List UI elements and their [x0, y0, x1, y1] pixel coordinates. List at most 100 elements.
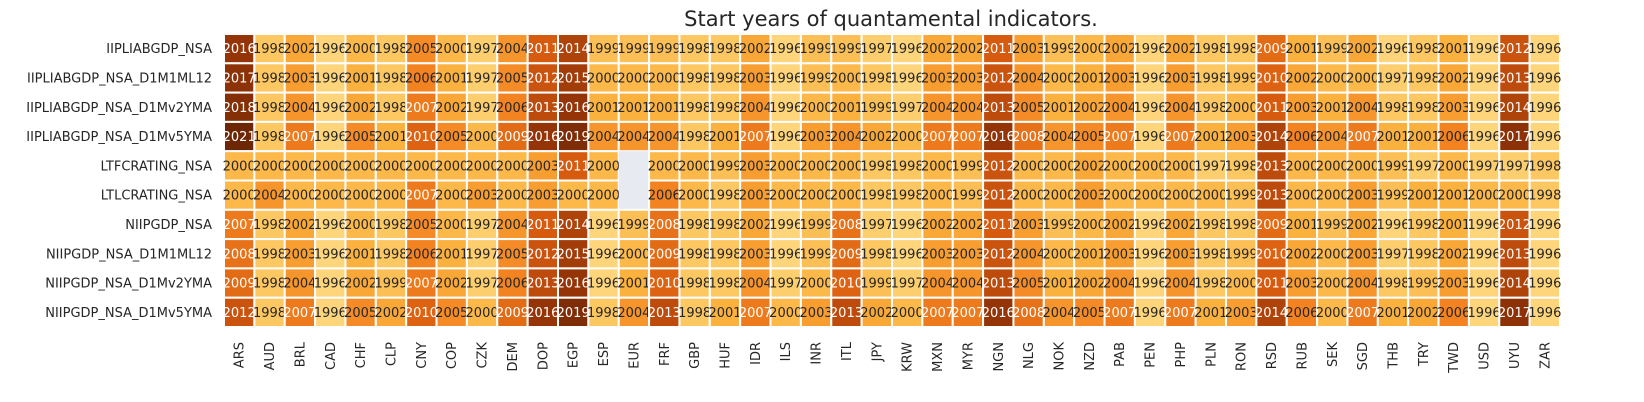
heatmap-cell [1467, 179, 1501, 211]
cell-value-label: 2000 [1316, 159, 1349, 174]
cell-value-label: 2004 [617, 306, 650, 321]
heatmap-cell [465, 296, 499, 329]
cell-value-label: 2000 [648, 159, 681, 174]
heatmap-cell [1225, 91, 1258, 123]
cell-value-label: 1999 [1225, 189, 1258, 204]
heatmap-cell [860, 296, 893, 329]
cell-value-label: 1996 [314, 71, 347, 86]
column-label: NZD [1083, 342, 1098, 371]
cell-value-label: 2000 [223, 189, 256, 204]
row-label: IIPLIABGDP_NSA_D1Mv5YMA [26, 130, 212, 145]
cell-value-label: 2004 [1316, 130, 1349, 145]
cell-value-label: 2015 [557, 247, 590, 262]
cell-value-label: 2009 [496, 130, 529, 145]
cell-value-label: 2003 [739, 189, 772, 204]
cell-value-label: 2019 [557, 130, 590, 145]
cell-value-label: 2006 [496, 101, 529, 116]
cell-value-label: 2002 [951, 42, 984, 57]
heatmap-cell [860, 238, 893, 270]
cell-value-label: 2001 [435, 247, 468, 262]
heatmap-cell [1346, 238, 1379, 270]
cell-value-label: 2000 [435, 189, 468, 204]
cell-value-label: 1998 [374, 247, 407, 262]
heatmap-cell [1194, 62, 1227, 94]
column-label: CLP [385, 342, 400, 366]
heatmap-cell [1498, 150, 1531, 182]
heatmap-cell [314, 267, 347, 299]
cell-value-label: 2012 [526, 71, 559, 86]
cell-value-label: 2000 [374, 159, 407, 174]
cell-value-label: 1998 [678, 247, 711, 262]
heatmap-cell [1103, 238, 1136, 270]
cell-value-label: 2004 [283, 277, 316, 292]
cell-value-label: 2003 [526, 159, 559, 174]
cell-value-label: 2000 [466, 159, 499, 174]
cell-value-label: 1996 [1528, 42, 1561, 57]
cell-value-label: 1998 [708, 247, 741, 262]
cell-value-label: 1999 [1225, 247, 1258, 262]
cell-value-label: 2006 [405, 247, 438, 262]
cell-value-label: 2016 [526, 306, 559, 321]
cell-value-label: 2003 [921, 71, 954, 86]
cell-value-label: 1998 [708, 277, 741, 292]
cell-value-label: 2003 [1437, 277, 1470, 292]
heatmap-cell [1528, 120, 1561, 153]
heatmap-cell [860, 62, 893, 94]
cell-value-label: 2001 [1285, 218, 1318, 233]
heatmap-cells: 2016199820021996200019982005200019972004… [223, 33, 1561, 329]
heatmap-cell [253, 238, 286, 270]
cell-value-label: 1996 [314, 247, 347, 262]
cell-value-label: 2010 [648, 277, 681, 292]
cell-value-label: 2002 [921, 218, 954, 233]
column-label: TWD [1447, 342, 1462, 374]
cell-value-label: 2001 [1376, 306, 1409, 321]
cell-value-label: 2017 [223, 71, 256, 86]
cell-value-label: 2021 [223, 130, 256, 145]
row-label: IIPLIABGDP_NSA [106, 42, 212, 57]
column-label: DEM [506, 342, 521, 371]
cell-value-label: 1996 [1134, 277, 1167, 292]
cell-value-label: 2003 [1225, 306, 1258, 321]
cell-value-label: 2016 [526, 130, 559, 145]
cell-value-label: 2003 [1164, 247, 1197, 262]
cell-value-label: 1999 [1316, 42, 1349, 57]
cell-value-label: 2006 [1285, 130, 1318, 145]
heatmap-cell [1194, 296, 1227, 329]
column-labels: ARS AUD BRL CAD CHF CLP CNY COP CZK DEM DOP EGP ESP E… [233, 341, 1554, 374]
heatmap-cell [1012, 33, 1045, 65]
cell-value-label: 2009 [223, 277, 256, 292]
heatmap-cell [921, 296, 954, 329]
cell-value-label: 2008 [1012, 130, 1045, 145]
cell-value-label: 2011 [1255, 101, 1288, 116]
heatmap-cell [1012, 150, 1045, 182]
cell-value-label: 2000 [648, 71, 681, 86]
cell-value-label: 2005 [1073, 306, 1106, 321]
heatmap-cell [678, 150, 711, 182]
cell-value-label: 2004 [496, 218, 529, 233]
column-label: THB [1387, 342, 1402, 370]
cell-value-label: 1996 [314, 101, 347, 116]
cell-value-label: 1998 [708, 218, 741, 233]
cell-value-label: 2018 [223, 101, 256, 116]
cell-value-label: 2004 [283, 101, 316, 116]
cell-value-label: 2003 [1164, 71, 1197, 86]
cell-value-label: 2005 [496, 247, 529, 262]
cell-value-label: 1999 [1376, 189, 1409, 204]
heatmap-cell [253, 179, 286, 211]
column-label: MYR [961, 342, 976, 370]
heatmap-cell [1437, 150, 1470, 182]
cell-value-label: 2012 [982, 159, 1015, 174]
heatmap-cell [1164, 91, 1197, 123]
heatmap-cell [496, 91, 529, 123]
cell-value-label: 2009 [830, 247, 863, 262]
cell-value-label: 2011 [526, 42, 559, 57]
cell-value-label: 2001 [1042, 101, 1075, 116]
cell-value-label: 2013 [1498, 247, 1531, 262]
cell-value-label: 1996 [891, 247, 924, 262]
heatmap-cell [374, 296, 408, 329]
column-label: COP [445, 342, 460, 369]
heatmap-cell [1346, 91, 1379, 123]
column-label: JPY [870, 342, 885, 362]
heatmap-cell [1255, 208, 1288, 241]
heatmap-cell [1012, 238, 1045, 270]
